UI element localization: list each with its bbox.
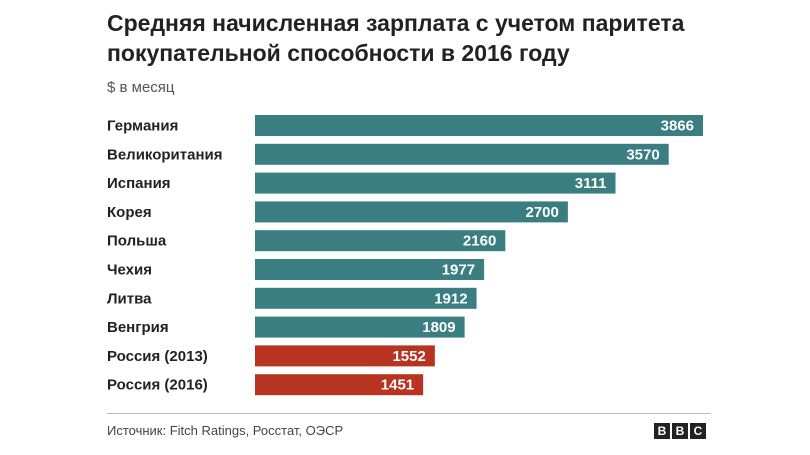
bar-value-label: 2700 xyxy=(526,204,559,221)
bar-value-label: 1809 xyxy=(422,319,455,336)
bar xyxy=(255,345,435,367)
bar-value-label: 3111 xyxy=(575,175,607,192)
bar-value-label: 1912 xyxy=(434,290,467,307)
bar-value-label: 3866 xyxy=(661,118,694,135)
category-label: Чехия xyxy=(107,262,152,279)
bar xyxy=(255,201,568,223)
chart-subtitle: $ в месяц xyxy=(107,79,175,96)
bar xyxy=(255,143,669,165)
bar xyxy=(255,259,485,280)
bar xyxy=(255,115,703,136)
chart-title: Средняя начисленная зарплата с учетом па… xyxy=(107,10,685,66)
category-label: Литва xyxy=(107,290,152,307)
footer-divider xyxy=(107,413,711,414)
bar xyxy=(255,172,616,194)
category-label: Великоритания xyxy=(107,146,223,163)
category-label: Россия (2016) xyxy=(107,377,208,394)
bar-value-label: 1451 xyxy=(381,377,414,394)
bbc-logo: B B C xyxy=(654,423,706,439)
bar xyxy=(255,287,477,309)
bar xyxy=(255,374,424,396)
category-label: Испания xyxy=(107,175,171,192)
bar-value-label: 3570 xyxy=(626,146,659,163)
category-label: Польша xyxy=(107,233,167,250)
category-label: Корея xyxy=(107,204,152,221)
bar-value-label: 1977 xyxy=(442,262,475,279)
category-label: Россия (2013) xyxy=(107,348,208,365)
bar-value-label: 2160 xyxy=(463,233,496,250)
bbc-logo-letter-b1: B xyxy=(654,423,670,439)
bar xyxy=(255,316,465,338)
bar xyxy=(255,230,506,252)
category-label: Венгрия xyxy=(107,319,169,336)
category-label: Германия xyxy=(107,118,178,135)
bbc-logo-letter-c: C xyxy=(690,423,706,439)
source-note: Источник: Fitch Ratings, Росстат, ОЭСР xyxy=(107,423,344,438)
bbc-logo-letter-b2: B xyxy=(672,423,688,439)
bar-value-label: 1552 xyxy=(392,348,425,365)
